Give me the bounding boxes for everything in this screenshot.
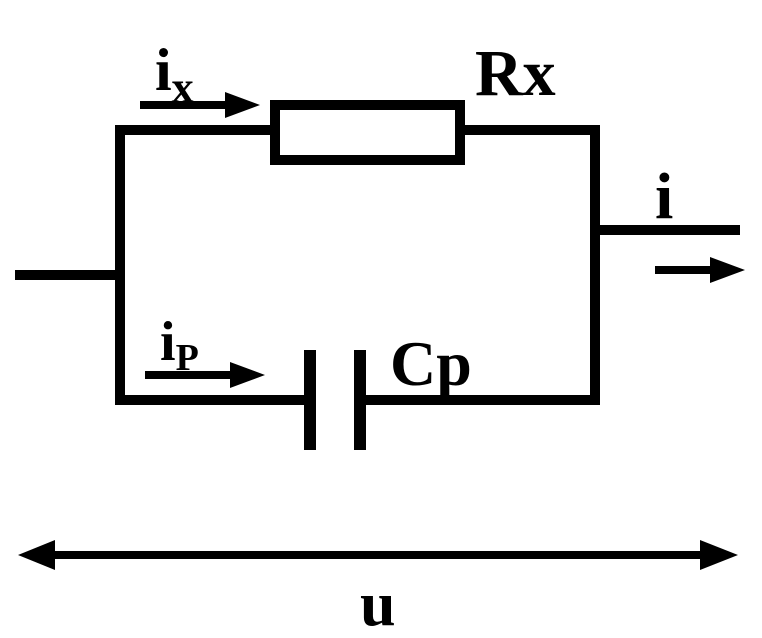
voltage-label: u bbox=[360, 568, 396, 638]
current-top-subscript: x bbox=[172, 63, 194, 112]
current-out-label: i bbox=[655, 160, 673, 233]
capacitor-label: Cp bbox=[390, 328, 472, 399]
current-bottom-symbol: i bbox=[160, 311, 176, 373]
resistor bbox=[275, 105, 460, 160]
voltage-dimension bbox=[18, 540, 738, 570]
current-top-label: ix bbox=[155, 37, 194, 112]
current-top-symbol: i bbox=[155, 37, 172, 103]
current-bottom-label: iP bbox=[160, 311, 199, 379]
current-arrow-out bbox=[655, 257, 745, 283]
current-bottom-subscript: P bbox=[176, 337, 199, 379]
resistor-label: Rx bbox=[475, 37, 556, 110]
circuit-diagram: ix iP i Rx Cp u bbox=[0, 0, 762, 638]
